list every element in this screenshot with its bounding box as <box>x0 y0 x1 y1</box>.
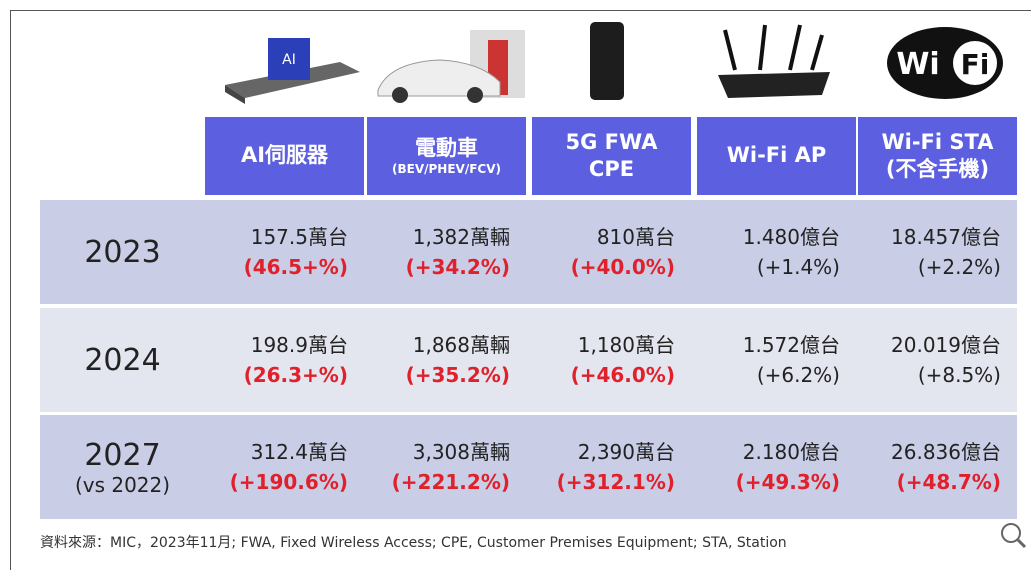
cell-change: (+6.2%) <box>756 363 840 387</box>
cell-value: 1.572億台 <box>742 333 840 357</box>
cell-value: 312.4萬台 <box>250 440 348 464</box>
cell-change: (+8.5%) <box>917 363 1001 387</box>
row-band <box>40 308 1017 412</box>
svg-text:AI: AI <box>282 52 296 68</box>
cell-value: 1,180萬台 <box>577 333 675 357</box>
cell-value: 1.480億台 <box>742 225 840 249</box>
cell-change: (+48.7%) <box>896 470 1001 494</box>
cell-value: 198.9萬台 <box>250 333 348 357</box>
cell-change: (+35.2%) <box>405 363 510 387</box>
cell-change: (+312.1%) <box>556 470 675 494</box>
row-label: 2024 <box>40 308 205 412</box>
header-line: 5G FWA <box>565 129 658 154</box>
cell-change: (+40.0%) <box>570 255 675 279</box>
cell-change: (26.3+%) <box>243 363 348 387</box>
cell-value: 20.019億台 <box>891 333 1001 357</box>
table-cell: 810萬台 (+40.0%) <box>532 200 691 304</box>
column-header: AI伺服器 <box>205 117 364 195</box>
column-header: Wi-Fi STA (不含手機) <box>858 117 1017 195</box>
cell-value: 157.5萬台 <box>250 225 348 249</box>
row-label-line: 2023 <box>84 234 161 270</box>
frame <box>10 10 1031 570</box>
cell-change: (+190.6%) <box>229 470 348 494</box>
row-label-line: 2024 <box>84 342 161 378</box>
cell-value: 2.180億台 <box>742 440 840 464</box>
column-header: 5G FWA CPE <box>532 117 691 195</box>
table-cell: 2,390萬台 (+312.1%) <box>532 415 691 519</box>
cell-value: 810萬台 <box>596 225 675 249</box>
ev-icon <box>377 30 525 103</box>
header-line: 電動車 <box>415 135 478 160</box>
row-label-line: 2027 <box>84 437 161 473</box>
cell-value: 3,308萬輛 <box>412 440 510 464</box>
header-line: Wi-Fi AP <box>726 143 827 168</box>
cell-change: (46.5+%) <box>243 255 348 279</box>
svg-text:Fi: Fi <box>961 48 990 81</box>
table-cell: 198.9萬台 (26.3+%) <box>205 308 364 412</box>
cell-change: (+1.4%) <box>756 255 840 279</box>
column-header: Wi-Fi AP <box>697 117 856 195</box>
cell-change: (+2.2%) <box>917 255 1001 279</box>
cell-change: (+34.2%) <box>405 255 510 279</box>
table-cell: 1,868萬輛 (+35.2%) <box>367 308 526 412</box>
table-cell: 1,382萬輛 (+34.2%) <box>367 200 526 304</box>
table-cell: 312.4萬台 (+190.6%) <box>205 415 364 519</box>
cell-value: 18.457億台 <box>891 225 1001 249</box>
zoom-icon[interactable] <box>998 520 1028 550</box>
cell-change: (+46.0%) <box>570 363 675 387</box>
row-label-line: (vs 2022) <box>74 472 171 497</box>
header-line: CPE <box>588 157 635 181</box>
table-cell: 1.572億台 (+6.2%) <box>697 308 856 412</box>
header-line: AI伺服器 <box>240 143 329 168</box>
svg-text:Wi: Wi <box>896 47 939 82</box>
table-cell: 18.457億台 (+2.2%) <box>858 200 1017 304</box>
cell-value: 26.836億台 <box>891 440 1001 464</box>
router-icon <box>718 24 830 98</box>
column-header: 電動車 (BEV/PHEV/FCV) <box>367 117 526 195</box>
row-band <box>40 200 1017 304</box>
header-line: (不含手機) <box>885 157 990 181</box>
cell-value: 2,390萬台 <box>577 440 675 464</box>
icons: AI Wi Fi <box>225 22 1003 104</box>
row-label: 2027 (vs 2022) <box>40 415 205 519</box>
table-cell: 26.836億台 (+48.7%) <box>858 415 1017 519</box>
table-cell: 2.180億台 (+49.3%) <box>697 415 856 519</box>
wifi-logo: Wi Fi <box>887 27 1003 99</box>
header-line: Wi-Fi STA <box>881 129 994 154</box>
cell-change: (+49.3%) <box>735 470 840 494</box>
header-subtitle: (BEV/PHEV/FCV) <box>392 161 501 176</box>
source-note: 資料來源：MIC，2023年11月; FWA, Fixed Wireless A… <box>40 535 787 551</box>
table-cell: 20.019億台 (+8.5%) <box>858 308 1017 412</box>
table-cell: 1,180萬台 (+46.0%) <box>532 308 691 412</box>
row-label: 2023 <box>40 200 205 304</box>
cell-change: (+221.2%) <box>391 470 510 494</box>
page: AI Wi Fi 資料來源：MIC，2023年11月; FWA, Fixed W… <box>10 10 1031 570</box>
server-icon: AI <box>225 38 360 104</box>
cpe-icon <box>590 22 624 100</box>
row-band <box>40 415 1017 519</box>
table-cell: 3,308萬輛 (+221.2%) <box>367 415 526 519</box>
table-cell: 157.5萬台 (46.5+%) <box>205 200 364 304</box>
table-cell: 1.480億台 (+1.4%) <box>697 200 856 304</box>
cell-value: 1,868萬輛 <box>412 333 510 357</box>
cell-value: 1,382萬輛 <box>412 225 510 249</box>
